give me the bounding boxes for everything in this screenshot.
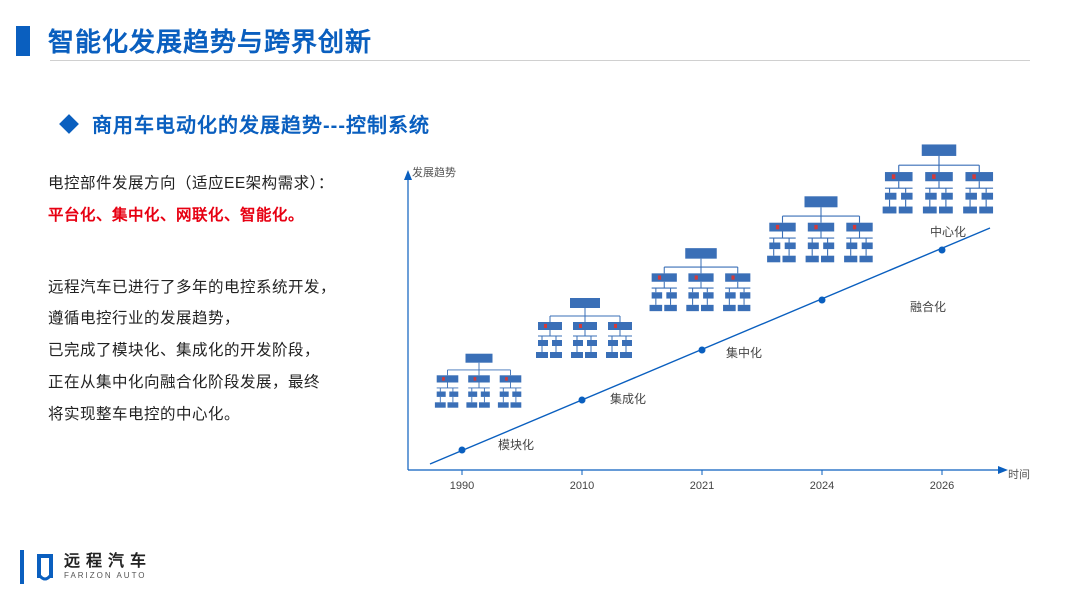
text-column: 电控部件发展方向（适应EE架构需求）： 平台化、集中化、网联化、智能化。 远程汽…	[0, 168, 390, 508]
header-divider	[50, 60, 1030, 61]
header-accent-bar	[16, 26, 30, 56]
architecture-icon	[530, 296, 640, 374]
stage-label: 融合化	[910, 298, 946, 315]
footer-accent-bar	[20, 550, 24, 584]
x-tick: 1990	[450, 480, 474, 492]
diamond-bullet-icon	[59, 114, 79, 134]
slide-header: 智能化发展趋势与跨界创新	[0, 0, 1080, 59]
para-line: 电控部件发展方向（适应EE架构需求）：	[48, 168, 390, 200]
brand-text: 远程汽车 FARIZON AUTO	[64, 554, 152, 580]
brand-logo-icon	[34, 552, 56, 582]
subtitle-text: 商用车电动化的发展趋势---控制系统	[92, 109, 430, 138]
x-tick: 2021	[690, 480, 714, 492]
trend-chart: 发展趋势 时间 1990 2010 2021 2024 2026	[390, 168, 1030, 508]
stage-label: 集中化	[726, 344, 762, 361]
footer-brand: 远程汽车 FARIZON AUTO	[20, 550, 152, 584]
subtitle-row: 商用车电动化的发展趋势---控制系统	[62, 109, 1080, 138]
para-line: 远程汽车已进行了多年的电控系统开发，	[48, 272, 390, 304]
architecture-icon	[876, 142, 1003, 232]
brand-name-en: FARIZON AUTO	[64, 572, 152, 580]
para-line-highlight: 平台化、集中化、网联化、智能化。	[48, 200, 390, 232]
x-tick: 2010	[570, 480, 594, 492]
x-tick: 2026	[930, 480, 954, 492]
body-area: 电控部件发展方向（适应EE架构需求）： 平台化、集中化、网联化、智能化。 远程汽…	[0, 168, 1080, 508]
para-line: 正在从集中化向融合化阶段发展，最终	[48, 367, 390, 399]
stage-label: 集成化	[610, 390, 646, 407]
stage-label: 模块化	[498, 436, 534, 453]
para-line: 遵循电控行业的发展趋势，	[48, 303, 390, 335]
para-line: 已完成了模块化、集成化的开发阶段，	[48, 335, 390, 367]
slide-title: 智能化发展趋势与跨界创新	[48, 22, 372, 59]
x-tick: 2024	[810, 480, 834, 492]
architecture-icon	[761, 194, 882, 280]
brand-name-cn: 远程汽车	[64, 554, 152, 570]
para-line: 将实现整车电控的中心化。	[48, 399, 390, 431]
architecture-icon	[643, 246, 759, 328]
architecture-icon	[430, 352, 529, 422]
